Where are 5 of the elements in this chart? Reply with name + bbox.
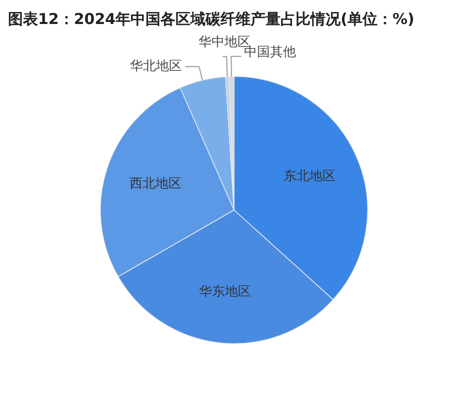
slice-label: 东北地区 (284, 168, 336, 184)
slice-label: 华北地区 (130, 58, 182, 74)
slice-label: 西北地区 (129, 176, 182, 192)
slice-label: 华东地区 (199, 284, 252, 300)
chart-title: 图表12：2024年中国各区域碳纤维产量占比情况(单位：%) (8, 10, 414, 29)
